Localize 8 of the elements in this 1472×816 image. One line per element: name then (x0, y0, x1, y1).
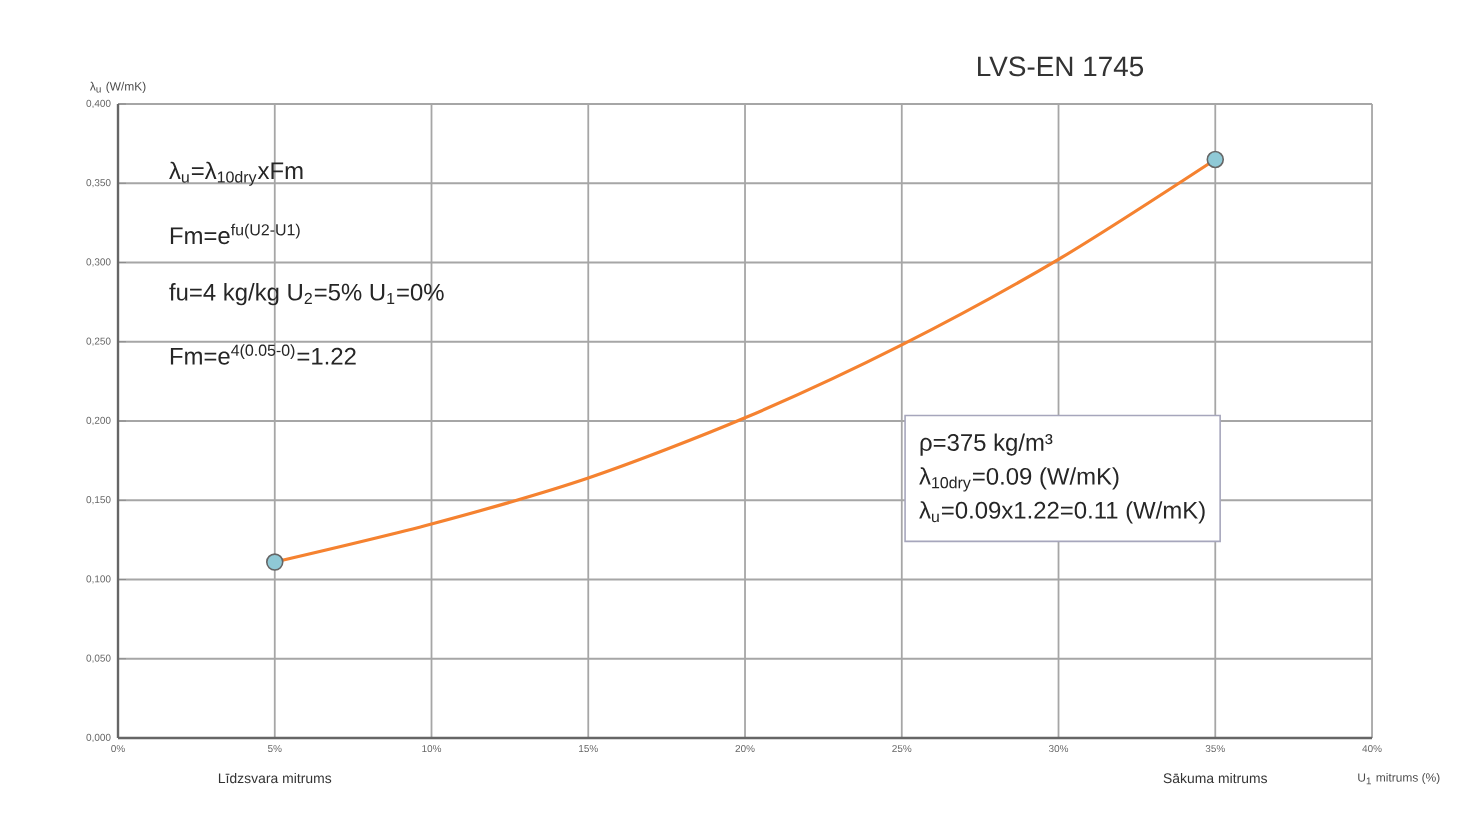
annotation: λ$_{u}$=0.09x1.22=0.11 (W/mK) (919, 501, 1205, 524)
annotation: Fm=e$^{4(0.05-0)}$=1.22 (170, 344, 356, 365)
annotation: λ$_{u}$=λ$_{10dry}$xFm (169, 161, 303, 186)
annotation: ρ=375 kg/m³ (920, 433, 1053, 456)
annotation: fu=4 kg/kg U$_{2}$=5% U$_{1}$=0% (169, 283, 444, 306)
chart-title: LVS-EN 1745 (978, 56, 1144, 77)
annotation: λ$_{10dry}$=0.09 (W/mK) (919, 467, 1119, 492)
annotation: Fm=e$^{fu(U2-U1)}$ (170, 223, 300, 245)
